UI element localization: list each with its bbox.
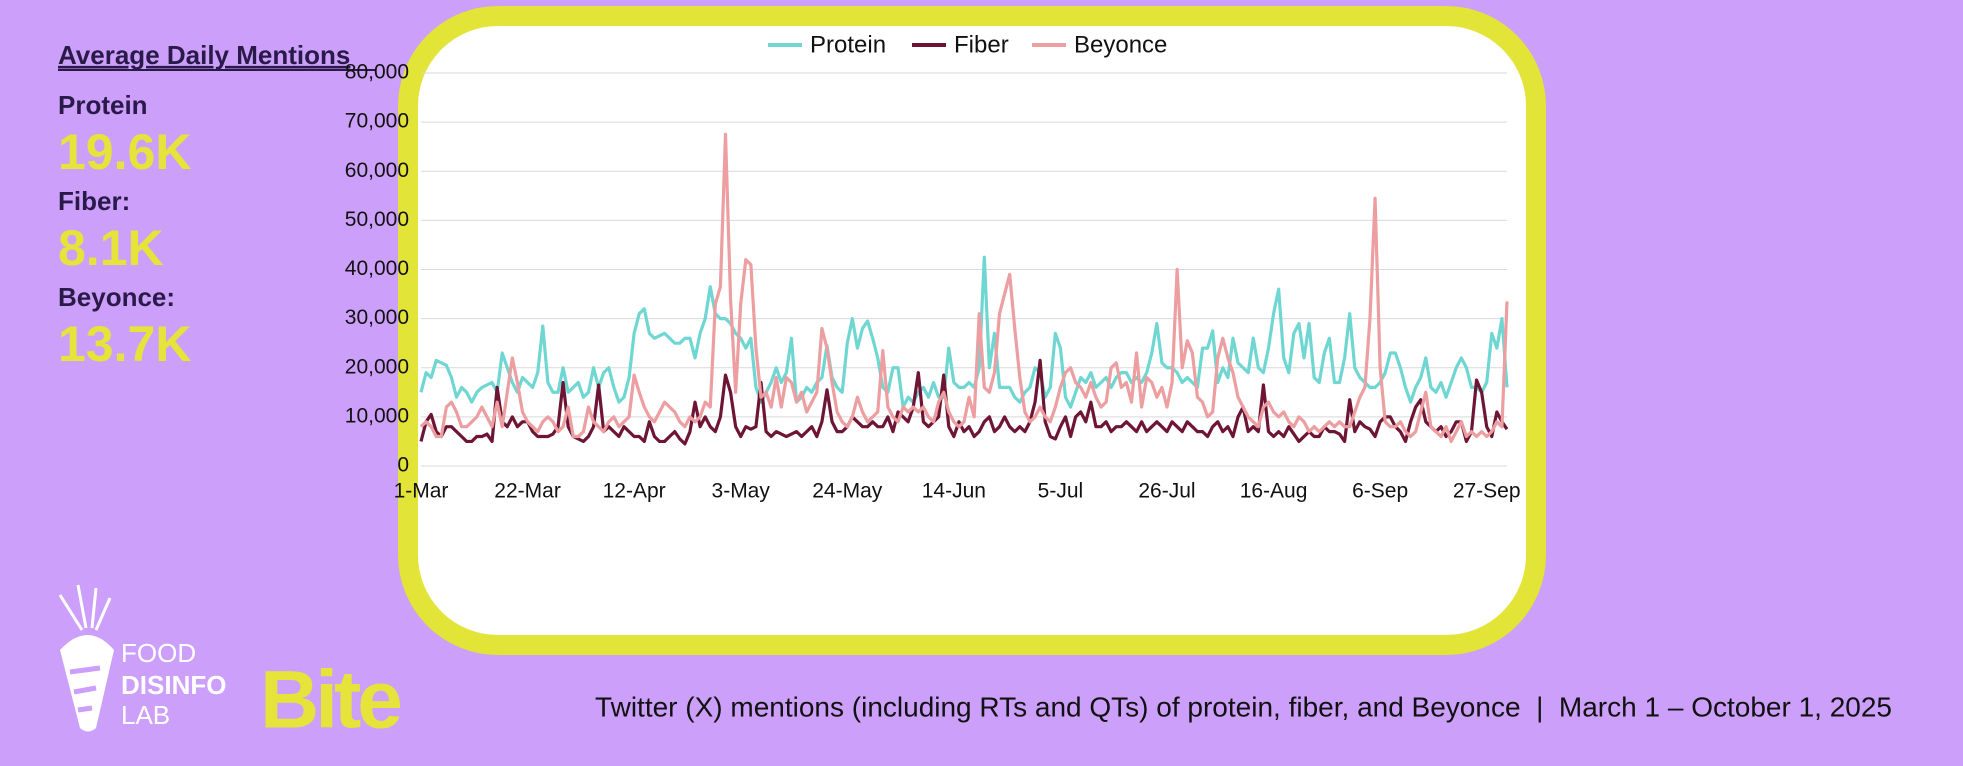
y-tick-label: 10,000 <box>345 404 409 427</box>
x-tick-label: 3-May <box>712 480 771 503</box>
logo-text: LAB <box>121 700 170 730</box>
y-tick-label: 60,000 <box>345 159 409 182</box>
x-tick-label: 12-Apr <box>603 480 666 503</box>
y-tick-label: 80,000 <box>345 61 409 84</box>
x-tick-label: 5-Jul <box>1038 480 1084 503</box>
plot: 0 10,000 20,000 30,000 40,000 50,000 60,000 70,… <box>345 31 1521 502</box>
x-tick-label: 22-Mar <box>494 480 561 503</box>
line-series <box>419 255 1509 409</box>
legend-label: Beyonce <box>1074 31 1167 58</box>
y-tick-label: 50,000 <box>345 208 409 231</box>
logo-text: FOOD <box>121 638 196 668</box>
y-tick-label: 0 <box>397 454 409 477</box>
y-tick-label: 30,000 <box>345 306 409 329</box>
brand-logo: Bite <box>260 655 400 746</box>
x-tick-label: 6-Sep <box>1352 480 1408 503</box>
summary-value: 13.7K <box>58 316 191 372</box>
carrot-icon <box>58 584 114 732</box>
y-tick-label: 40,000 <box>345 257 409 280</box>
summary-label: Protein <box>58 90 148 120</box>
caption: Twitter (X) mentions (including RTs and … <box>595 691 1892 722</box>
legend-label: Protein <box>810 31 886 58</box>
summary-label: Fiber: <box>58 186 130 216</box>
logo-text: DISINFO <box>121 670 226 700</box>
line-series <box>419 358 1509 446</box>
chart-panel <box>398 6 1546 655</box>
summary-value: 19.6K <box>58 124 191 180</box>
y-tick-label: 70,000 <box>345 110 409 133</box>
legend-label: Fiber <box>954 31 1009 58</box>
x-tick-label: 16-Aug <box>1240 480 1308 503</box>
y-tick-label: 20,000 <box>345 355 409 378</box>
x-tick-label: 26-Jul <box>1138 480 1195 503</box>
x-tick-label: 24-May <box>812 480 883 503</box>
line-series <box>419 132 1509 444</box>
summary-title: Average Daily Mentions <box>58 40 350 70</box>
x-tick-label: 1-Mar <box>394 480 449 503</box>
x-tick-label: 14-Jun <box>922 480 986 503</box>
summary-label: Beyonce: <box>58 282 175 312</box>
summary-value: 8.1K <box>58 220 164 276</box>
x-tick-label: 27-Sep <box>1453 480 1521 503</box>
